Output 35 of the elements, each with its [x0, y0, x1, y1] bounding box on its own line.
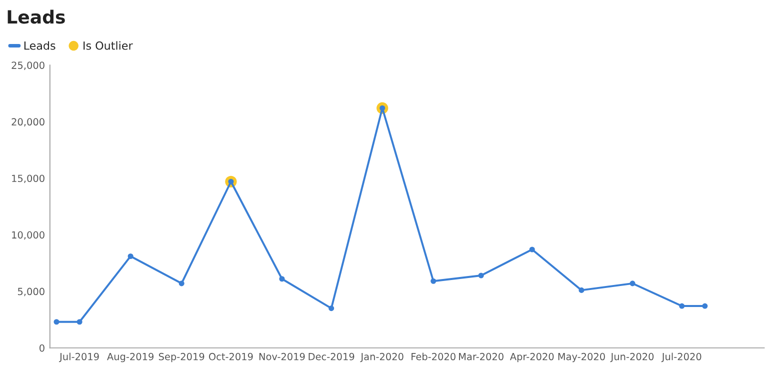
point	[430, 278, 436, 284]
legend-label: Leads	[24, 41, 56, 50]
y-tick-label: 10,000	[12, 231, 44, 240]
y-tick-label: 25,000	[12, 62, 44, 70]
x-tick-label: Sep-2019	[158, 352, 204, 362]
x-tick-label: Jan-2020	[360, 352, 404, 362]
point	[128, 253, 134, 260]
x-tick-label: Jul-2020	[661, 352, 702, 362]
x-tick-label: Jun-2020	[610, 352, 654, 362]
point	[679, 303, 685, 309]
x-tick-label: Apr-2020	[510, 352, 554, 362]
point	[76, 319, 82, 325]
point	[630, 280, 636, 286]
point	[478, 272, 484, 278]
x-tick-label: Oct-2019	[208, 352, 253, 360]
point	[54, 319, 60, 325]
x-tick-label: Dec-2019	[308, 352, 354, 360]
point	[178, 280, 184, 286]
x-tick-label: Nov-2019	[259, 352, 305, 360]
legend-label: Is Outlier	[84, 41, 133, 50]
point	[702, 303, 708, 309]
point	[328, 306, 334, 312]
y-tick-label: 15,000	[12, 174, 44, 184]
x-tick-label: Feb-2020	[412, 352, 456, 360]
x-tick-label: May-2020	[558, 352, 605, 362]
point	[578, 287, 584, 293]
point	[529, 246, 535, 252]
y-tick-label: 5,000	[18, 288, 44, 296]
y-tick-label: 20,000	[12, 118, 44, 127]
x-tick-label: Jul-2019	[59, 352, 99, 362]
x-tick-label: Mar-2020	[459, 352, 504, 360]
chart-title: Leads	[8, 10, 65, 24]
y-tick-label: 0	[40, 344, 44, 352]
point	[279, 276, 285, 282]
x-tick-label: Aug-2019	[107, 352, 154, 362]
